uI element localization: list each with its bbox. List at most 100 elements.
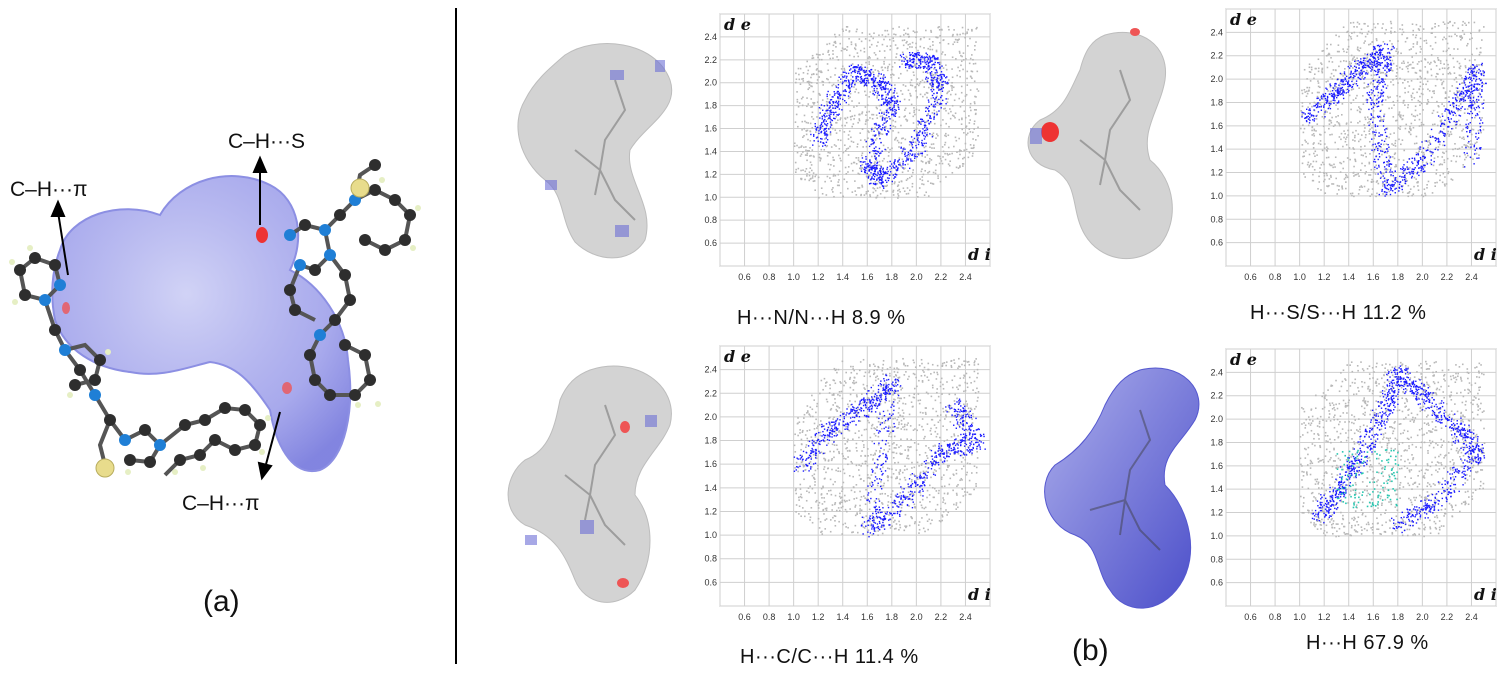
hirshfeld-molecule-illustration bbox=[0, 0, 450, 682]
x-tick-label: 1.8 bbox=[886, 272, 899, 282]
y-tick-label: 1.8 bbox=[704, 101, 717, 111]
x-tick-label: 1.4 bbox=[836, 272, 849, 282]
y-tick-label: 2.2 bbox=[1210, 51, 1223, 61]
y-tick-label: 1.0 bbox=[1210, 531, 1223, 541]
x-axis-label: d i bbox=[968, 585, 991, 604]
y-tick-label: 1.2 bbox=[1210, 508, 1223, 518]
y-tick-label: 0.8 bbox=[1210, 214, 1223, 224]
y-tick-label: 2.2 bbox=[704, 55, 717, 65]
x-tick-label: 1.0 bbox=[1293, 272, 1306, 282]
y-tick-label: 2.0 bbox=[1210, 414, 1223, 424]
x-tick-label: 1.2 bbox=[1318, 612, 1331, 622]
y-tick-label: 0.6 bbox=[1210, 578, 1223, 588]
x-tick-label: 0.8 bbox=[763, 272, 776, 282]
y-tick-label: 1.6 bbox=[704, 459, 717, 469]
fingerprint-plot-hn: 0.6 0.8 1.0 1.2 1.4 1.6 1.8 2.0 2.2 2.4 0.6 0.8 1.0 1… bbox=[694, 10, 994, 288]
y-axis-label: d e bbox=[724, 347, 751, 366]
y-tick-label: 0.8 bbox=[1210, 554, 1223, 564]
y-tick-label: 2.0 bbox=[1210, 74, 1223, 84]
caption-hc: H···C/C···H 11.4 % bbox=[740, 646, 919, 669]
y-tick-label: 2.4 bbox=[704, 32, 717, 42]
y-tick-label: 1.4 bbox=[1210, 144, 1223, 154]
y-tick-label: 1.8 bbox=[1210, 437, 1223, 447]
fingerprint-plot-hs: 0.6 0.8 1.0 1.2 1.4 1.6 1.8 2.0 2.2 2.4 0.6 0.8 1.0 1… bbox=[1200, 5, 1500, 288]
x-tick-label: 1.0 bbox=[787, 272, 800, 282]
x-tick-label: 1.2 bbox=[1318, 272, 1331, 282]
y-tick-label: 0.6 bbox=[704, 577, 717, 587]
y-tick-label: 2.2 bbox=[1210, 391, 1223, 401]
x-tick-label: 2.0 bbox=[910, 612, 923, 622]
x-tick-label: 0.8 bbox=[1269, 612, 1282, 622]
x-tick-label: 0.8 bbox=[763, 612, 776, 622]
x-tick-label: 1.2 bbox=[812, 272, 825, 282]
y-tick-label: 1.6 bbox=[1210, 121, 1223, 131]
panel-a: C–H···π C–H···S C–H···π (a) bbox=[0, 0, 450, 682]
y-tick-label: 0.6 bbox=[1210, 238, 1223, 248]
caption-hh: H···H 67.9 % bbox=[1306, 632, 1429, 655]
plot-frame bbox=[720, 346, 990, 606]
y-tick-label: 2.4 bbox=[1210, 27, 1223, 37]
annotation-ch-pi-lower: C–H···π bbox=[182, 492, 259, 516]
y-tick-label: 0.8 bbox=[704, 215, 717, 225]
fingerprint-plot-hc: 0.6 0.8 1.0 1.2 1.4 1.6 1.8 2.0 2.2 2.4 0.6 0.8 1.0 1… bbox=[694, 342, 994, 628]
x-tick-label: 1.6 bbox=[861, 272, 874, 282]
x-tick-label: 2.4 bbox=[1465, 272, 1478, 282]
x-tick-label: 2.4 bbox=[959, 612, 972, 622]
x-tick-label: 0.6 bbox=[738, 612, 751, 622]
surface-hn bbox=[505, 30, 690, 270]
x-tick-label: 1.2 bbox=[812, 612, 825, 622]
surface-hh bbox=[1030, 360, 1215, 625]
x-tick-label: 2.0 bbox=[1416, 272, 1429, 282]
y-tick-label: 1.0 bbox=[1210, 191, 1223, 201]
y-tick-label: 2.0 bbox=[704, 412, 717, 422]
y-tick-label: 1.2 bbox=[1210, 168, 1223, 178]
panel-divider bbox=[455, 8, 457, 664]
x-axis-label: d i bbox=[1474, 245, 1497, 264]
x-tick-label: 2.2 bbox=[1441, 272, 1454, 282]
y-tick-label: 2.4 bbox=[704, 365, 717, 375]
y-axis-label: d e bbox=[1230, 350, 1257, 369]
x-tick-label: 0.6 bbox=[1244, 272, 1257, 282]
x-tick-label: 0.6 bbox=[1244, 612, 1257, 622]
caption-hn: H···N/N···H 8.9 % bbox=[737, 307, 906, 330]
y-tick-label: 1.4 bbox=[704, 483, 717, 493]
x-axis-label: d i bbox=[968, 245, 991, 264]
y-tick-label: 1.8 bbox=[1210, 97, 1223, 107]
x-tick-label: 2.2 bbox=[1441, 612, 1454, 622]
x-tick-label: 0.6 bbox=[738, 272, 751, 282]
x-tick-label: 2.2 bbox=[935, 612, 948, 622]
caption-hs: H···S/S···H 11.2 % bbox=[1250, 302, 1426, 325]
x-tick-label: 1.6 bbox=[861, 612, 874, 622]
x-tick-label: 1.6 bbox=[1367, 612, 1380, 622]
x-tick-label: 1.4 bbox=[1342, 272, 1355, 282]
x-tick-label: 2.0 bbox=[910, 272, 923, 282]
y-tick-label: 1.0 bbox=[704, 530, 717, 540]
annotation-ch-s: C–H···S bbox=[228, 130, 305, 154]
y-tick-label: 1.0 bbox=[704, 192, 717, 202]
x-tick-label: 1.4 bbox=[836, 612, 849, 622]
x-tick-label: 1.4 bbox=[1342, 612, 1355, 622]
y-tick-label: 1.6 bbox=[704, 124, 717, 134]
x-tick-label: 2.2 bbox=[935, 272, 948, 282]
x-tick-label: 1.8 bbox=[1392, 612, 1405, 622]
x-tick-label: 2.4 bbox=[959, 272, 972, 282]
x-tick-label: 2.4 bbox=[1465, 612, 1478, 622]
y-tick-label: 2.0 bbox=[704, 78, 717, 88]
x-tick-label: 1.0 bbox=[787, 612, 800, 622]
y-tick-label: 0.6 bbox=[704, 238, 717, 248]
x-tick-label: 1.8 bbox=[1392, 272, 1405, 282]
surface-hs bbox=[1010, 20, 1195, 270]
panel-b-label: (b) bbox=[1072, 634, 1109, 668]
x-tick-label: 1.6 bbox=[1367, 272, 1380, 282]
plot-frame bbox=[720, 14, 990, 266]
y-axis-label: d e bbox=[1230, 10, 1257, 29]
annotation-ch-pi-upper: C–H···π bbox=[10, 178, 87, 202]
y-tick-label: 0.8 bbox=[704, 554, 717, 564]
x-tick-label: 0.8 bbox=[1269, 272, 1282, 282]
panel-a-label: (a) bbox=[203, 585, 240, 619]
x-axis-label: d i bbox=[1474, 585, 1497, 604]
y-axis-label: d e bbox=[724, 15, 751, 34]
y-tick-label: 1.6 bbox=[1210, 461, 1223, 471]
x-tick-label: 1.8 bbox=[886, 612, 899, 622]
